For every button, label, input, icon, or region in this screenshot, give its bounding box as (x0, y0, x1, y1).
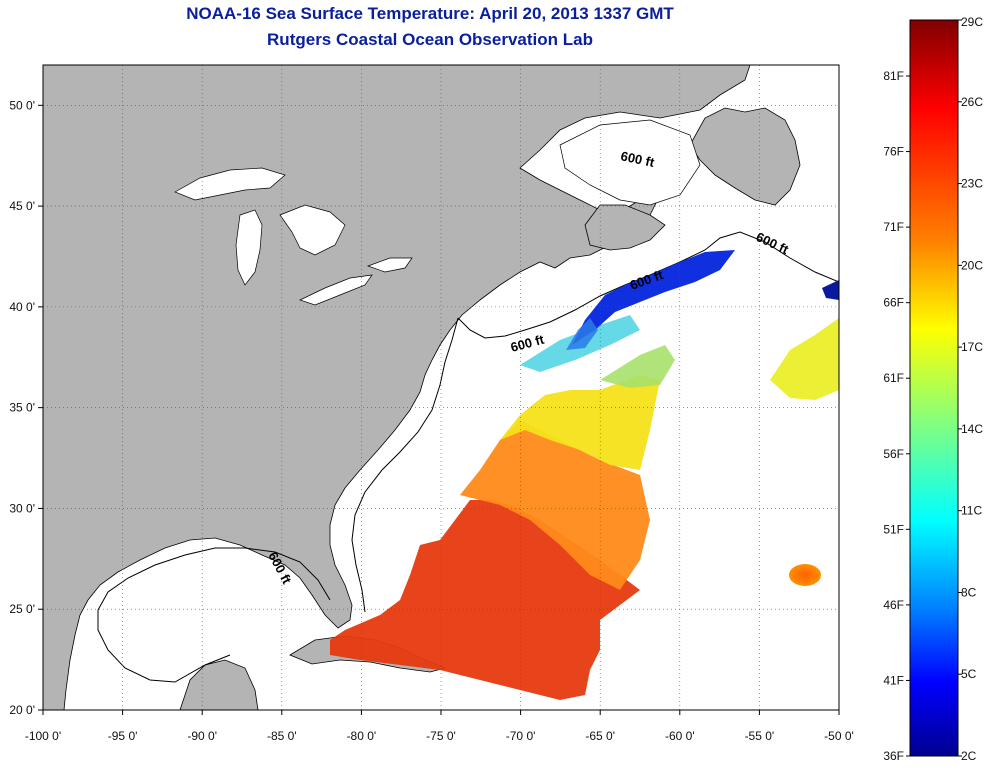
land-nova-scotia (584, 204, 666, 251)
sst-blue-gulf-of-maine (572, 250, 735, 345)
lake-ontario (366, 257, 413, 273)
map-grid (43, 65, 839, 710)
colorbar-fahrenheit-label: 56F (883, 447, 904, 461)
sst-swath-orange (460, 420, 650, 590)
y-tick-label: 35 0' (9, 401, 35, 415)
depth-contour-600ft-gulf (97, 547, 331, 683)
x-tick-label: -100 0' (25, 729, 61, 743)
land-yucatan (179, 659, 259, 710)
sst-overlay (330, 250, 839, 700)
y-tick-label: 30 0' (9, 501, 35, 515)
x-tick-label: -95 0' (108, 729, 138, 743)
sst-blue-east (822, 280, 839, 300)
y-tick-label: 40 0' (9, 300, 35, 314)
colorbar-celsius-label: 5C (961, 667, 977, 681)
colorbar-fahrenheit-label: 36F (883, 749, 904, 763)
colorbar-fahrenheit-label: 81F (883, 69, 904, 83)
x-tick-label: -85 0' (267, 729, 297, 743)
colorbar-fahrenheit-label: 71F (883, 220, 904, 234)
colorbar-fahrenheit-label: 46F (883, 598, 904, 612)
x-tick-label: -90 0' (187, 729, 217, 743)
sst-blue-light (566, 318, 598, 350)
land-newfoundland (689, 107, 801, 206)
x-tick-label: -65 0' (585, 729, 615, 743)
colorbar-celsius-label: 17C (961, 340, 983, 354)
lake-erie (299, 274, 373, 306)
sst-green-band (600, 345, 675, 388)
lake-huron (279, 204, 346, 256)
x-tick-label: -60 0' (665, 729, 695, 743)
colorbar-fahrenheit-label: 61F (883, 371, 904, 385)
x-tick-label: -70 0' (506, 729, 536, 743)
lake-michigan (235, 209, 263, 286)
colorbar-celsius-label: 29C (961, 15, 983, 29)
colorbar-celsius-label: 26C (961, 95, 983, 109)
y-tick-label: 25 0' (9, 602, 35, 616)
colorbar-celsius-label: 23C (961, 177, 983, 191)
colorbar-celsius-label: 2C (961, 749, 977, 763)
sst-swath-yellow (500, 375, 660, 470)
x-tick-label: -75 0' (426, 729, 456, 743)
map-subtitle: Rutgers Coastal Ocean Observation Lab (267, 30, 593, 49)
colorbar-celsius-label: 8C (961, 585, 977, 599)
colorbar-fahrenheit-label: 66F (883, 296, 904, 310)
sst-yellow-east (770, 318, 839, 400)
colorbar-fahrenheit-label: 51F (883, 522, 904, 536)
x-tick-label: -80 0' (347, 729, 377, 743)
depth-contour-600ft-south (351, 317, 459, 613)
lake-superior (174, 167, 286, 201)
gulf-st-lawrence (559, 119, 701, 206)
sst-swath-red (330, 500, 640, 700)
colorbar-celsius-label: 20C (961, 258, 983, 272)
y-tick-label: 45 0' (9, 199, 35, 213)
map-axis-ticks: -100 0' -95 0' -90 0' -85 0' -80 0' -75 0' -70… (9, 98, 853, 743)
colorbar-celsius-label: 14C (961, 422, 983, 436)
land-north-america (43, 65, 751, 710)
colorbar-celsius-label: 11C (961, 504, 982, 518)
colorbar-fahrenheit-label: 76F (883, 145, 904, 159)
x-tick-label: -55 0' (745, 729, 775, 743)
colorbar-fahrenheit-label: 41F (883, 673, 904, 687)
contour-label: 600 ft (619, 148, 656, 170)
y-tick-label: 20 0' (9, 703, 35, 717)
map-title: NOAA-16 Sea Surface Temperature: April 2… (186, 4, 674, 23)
y-tick-label: 50 0' (9, 98, 35, 112)
colorbar (909, 19, 959, 757)
colorbar-labels: 29C 26C 23C 20C 17C 14C 11C 8C 5C 2C 81F 76F 71F 66F 6… (883, 15, 983, 763)
sst-warm-spot (789, 564, 821, 586)
x-tick-label: -50 0' (824, 729, 854, 743)
